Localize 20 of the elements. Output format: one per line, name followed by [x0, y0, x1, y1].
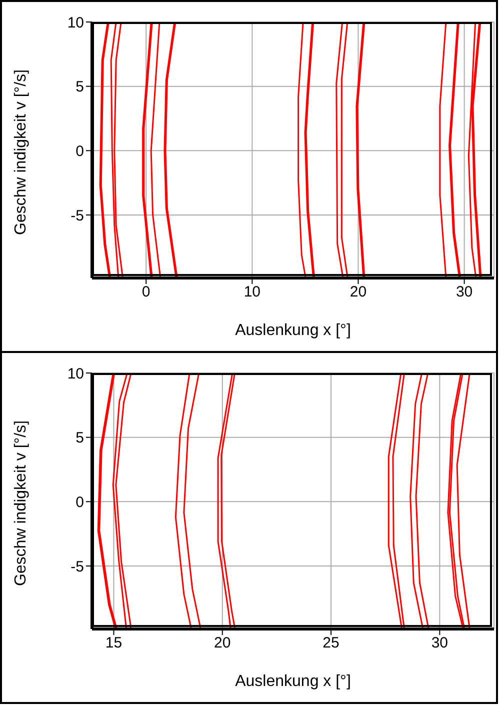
y-tick-label: 10 — [67, 365, 84, 382]
y-tick-label: 10 — [67, 14, 84, 32]
x-tick-label: 30 — [456, 284, 473, 301]
x-tick-label: 15 — [105, 634, 122, 652]
x-tick-label: 20 — [350, 284, 367, 301]
x-axis-title: Auslenkung x [°] — [235, 322, 351, 339]
x-axis-title: Auslenkung x [°] — [235, 673, 351, 690]
y-tick-label: 5 — [76, 430, 84, 447]
y-axis-title: Geschw indigkeit v [°/s] — [12, 420, 30, 586]
y-tick-label: -5 — [70, 207, 84, 224]
y-tick-label: 5 — [76, 78, 84, 96]
y-axis-title: Geschw indigkeit v [°/s] — [12, 69, 30, 235]
x-tick-label: 25 — [322, 634, 340, 652]
x-tick-label: 30 — [431, 634, 448, 652]
x-tick-label: 20 — [214, 634, 231, 652]
x-tick-label: 10 — [244, 284, 261, 301]
x-tick-label: 0 — [142, 284, 150, 301]
y-tick-label: -5 — [70, 558, 84, 576]
y-tick-label: 0 — [76, 494, 84, 511]
y-tick-label: 0 — [76, 142, 84, 160]
